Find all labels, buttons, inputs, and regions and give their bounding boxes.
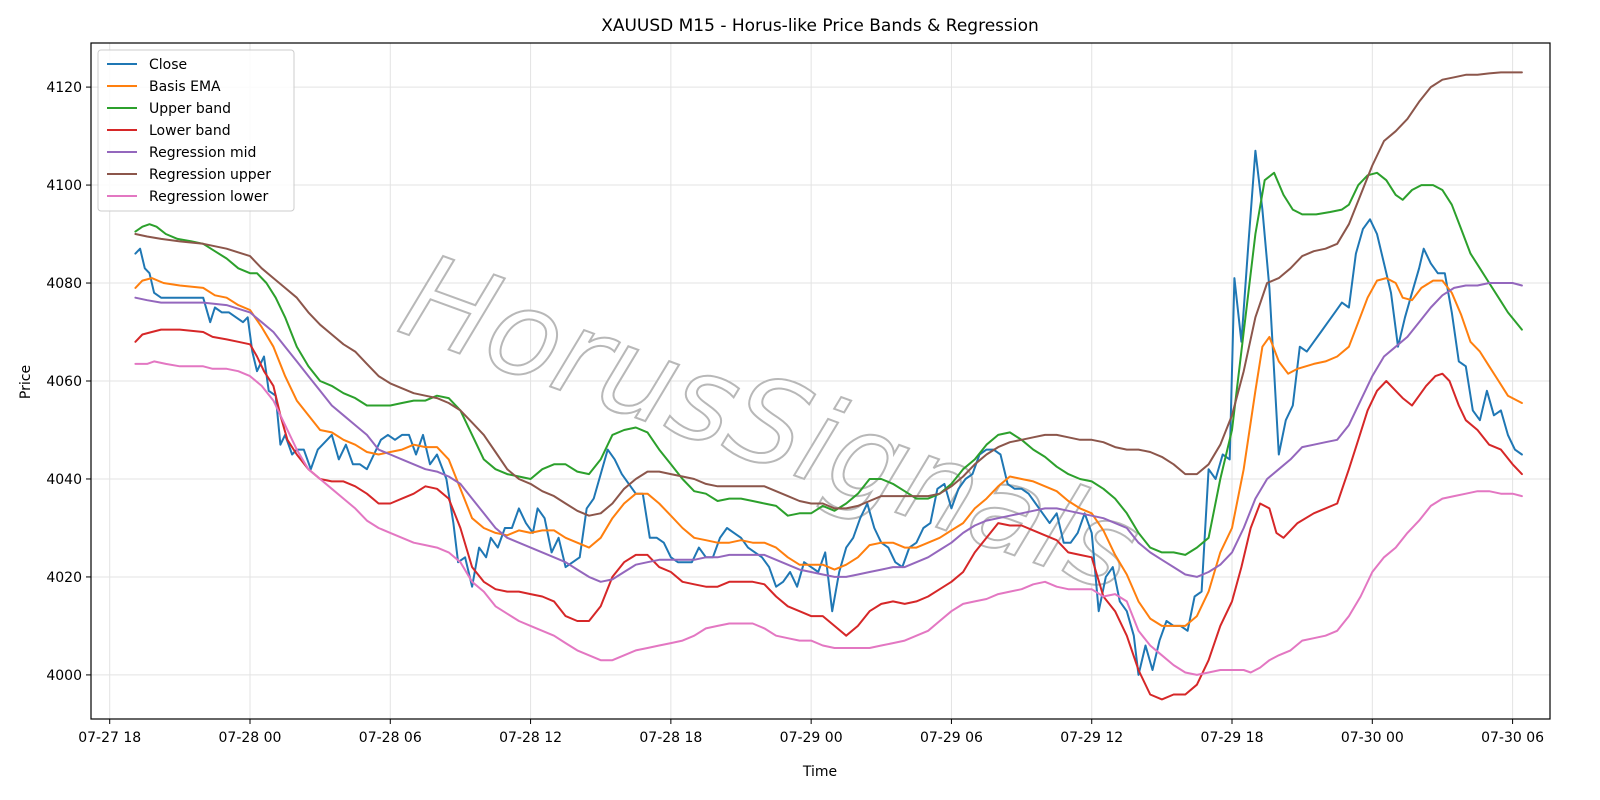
legend-label: Close (149, 57, 187, 73)
series-line-regression-upper (134, 71, 1523, 517)
x-axis-label: Time (802, 764, 837, 780)
series-lines (134, 71, 1523, 701)
y-tick-label: 4080 (46, 276, 82, 292)
x-tick-label: 07-28 00 (219, 730, 282, 746)
x-tick-label: 07-29 18 (1201, 730, 1264, 746)
legend: Close Basis EMA Upper band Lower band Regres… (97, 49, 295, 212)
legend-label: Upper band (149, 101, 231, 117)
x-tick-label: 07-28 18 (639, 730, 702, 746)
y-tick-label: 4040 (46, 472, 82, 488)
legend-label: Regression lower (149, 189, 269, 205)
legend-box (97, 49, 295, 212)
legend-label: Regression upper (149, 167, 271, 183)
x-tick-label: 07-30 00 (1341, 730, 1404, 746)
y-tick-label: 4060 (46, 374, 82, 390)
x-tick-label: 07-28 12 (499, 730, 562, 746)
y-axis: 4000 4020 4040 4060 4080 4100 4120 (46, 80, 91, 684)
x-tick-label: 07-30 06 (1481, 730, 1544, 746)
x-tick-label: 07-29 00 (780, 730, 843, 746)
x-tick-label: 07-27 18 (78, 730, 141, 746)
legend-label: Regression mid (149, 145, 256, 161)
chart-title: XAUUSD M15 - Horus-like Price Bands & Re… (601, 16, 1039, 36)
x-tick-label: 07-29 06 (920, 730, 983, 746)
x-axis: 07-27 18 07-28 00 07-28 06 07-28 12 07-28 18… (78, 719, 1544, 746)
x-tick-label: 07-28 06 (359, 730, 422, 746)
y-tick-label: 4000 (46, 668, 82, 684)
series-line-regression-lower (134, 360, 1523, 676)
y-tick-label: 4120 (46, 80, 82, 96)
x-tick-label: 07-29 12 (1060, 730, 1123, 746)
series-line-upper-band (134, 171, 1523, 556)
legend-label: Basis EMA (149, 79, 221, 95)
series-line-basis-ema (134, 277, 1523, 627)
legend-label: Lower band (149, 123, 231, 139)
grid-lines (91, 43, 1550, 719)
series-line-close (134, 149, 1523, 676)
series-line-lower-band (134, 328, 1523, 701)
y-tick-label: 4100 (46, 178, 82, 194)
series-line-regression-mid (134, 282, 1523, 583)
y-axis-label: Price (18, 365, 34, 399)
y-tick-label: 4020 (46, 570, 82, 586)
